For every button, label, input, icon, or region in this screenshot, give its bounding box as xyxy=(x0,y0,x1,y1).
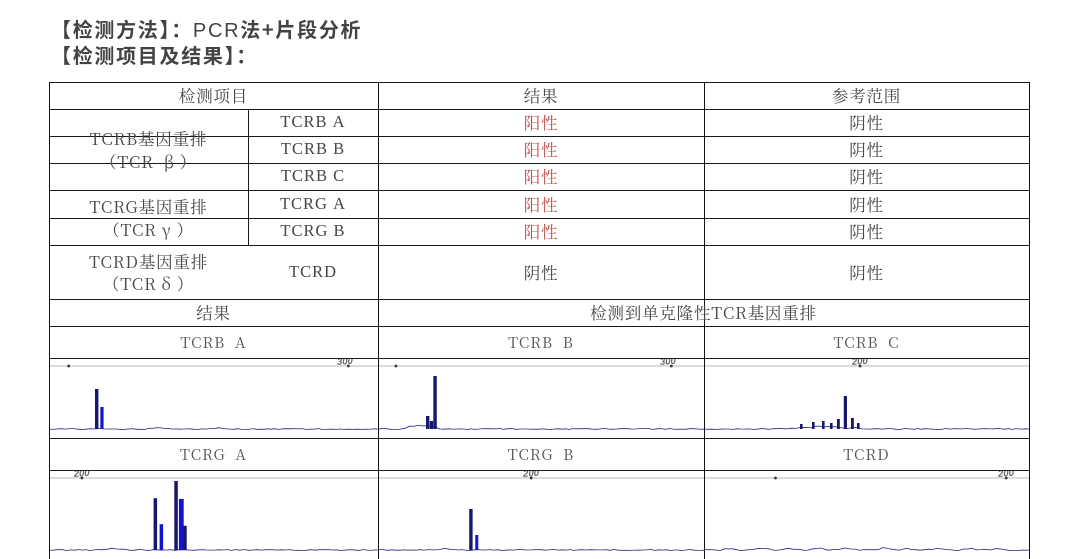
svg-text:200: 200 xyxy=(851,358,869,368)
svg-text:300: 300 xyxy=(660,358,677,368)
svg-text:300: 300 xyxy=(337,358,354,368)
svg-text:200: 200 xyxy=(522,470,540,480)
svg-text:200: 200 xyxy=(72,470,90,480)
svg-text:200: 200 xyxy=(997,470,1015,480)
